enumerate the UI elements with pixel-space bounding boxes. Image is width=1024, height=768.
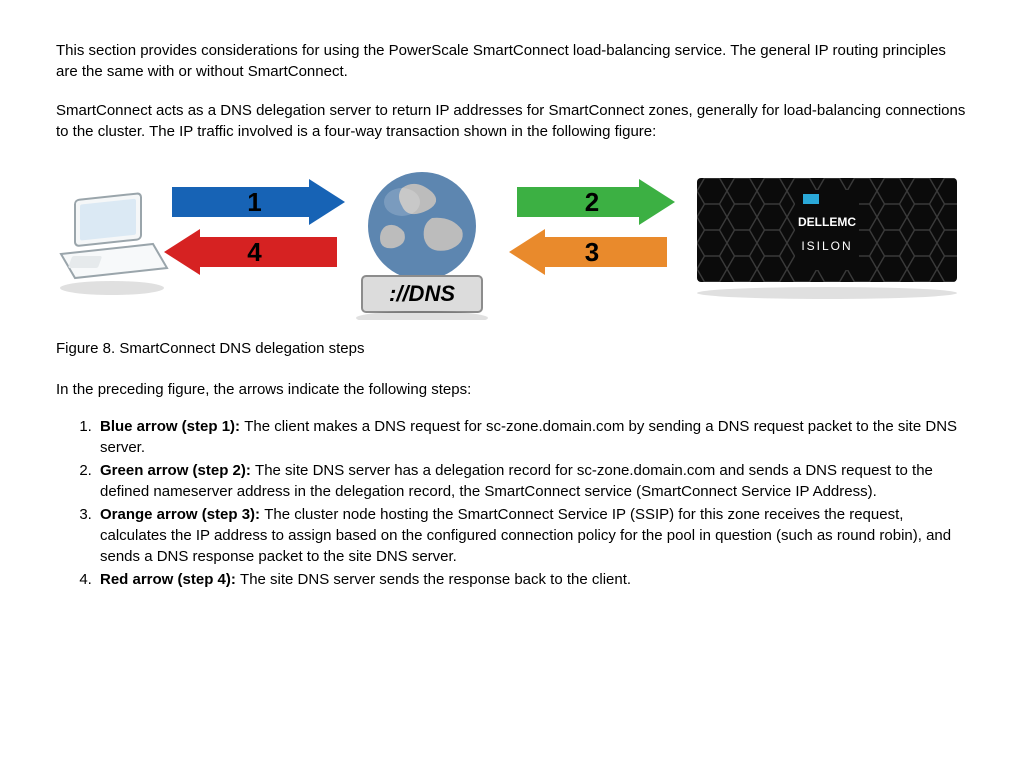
arrow-3-orange: 3 [509,229,667,275]
arrow-4-red: 4 [164,229,337,275]
step-3-label: Orange arrow (step 3): [100,506,264,523]
isilon-appliance-icon: DELLEMC ISILON [697,178,957,299]
arrow-1-blue: 1 [172,179,345,225]
figure-caption: Figure 8. SmartConnect DNS delegation st… [56,338,968,359]
svg-text:2: 2 [585,187,599,217]
intro-paragraph-2: SmartConnect acts as a DNS delegation se… [56,100,968,142]
dns-plate-label: ://DNS [389,281,455,306]
step-4-text: The site DNS server sends the response b… [240,571,631,588]
figure-svg: ://DNS DELLEMC ISILON 1 2 3 4 [57,160,967,320]
appliance-brand-bottom: ISILON [801,239,852,253]
intro-paragraph-1: This section provides considerations for… [56,40,968,82]
step-2-label: Green arrow (step 2): [100,462,255,479]
step-4-label: Red arrow (step 4): [100,571,240,588]
step-1-label: Blue arrow (step 1): [100,418,244,435]
steps-lead: In the preceding figure, the arrows indi… [56,379,968,400]
dns-globe-icon: ://DNS [356,172,488,320]
laptop-icon [60,193,167,295]
step-3: Orange arrow (step 3): The cluster node … [96,504,968,567]
step-2: Green arrow (step 2): The site DNS serve… [96,460,968,502]
step-1: Blue arrow (step 1): The client makes a … [96,416,968,458]
arrow-2-green: 2 [517,179,675,225]
appliance-brand-top: DELLEMC [798,215,856,229]
steps-list: Blue arrow (step 1): The client makes a … [56,416,968,590]
step-4: Red arrow (step 4): The site DNS server … [96,569,968,590]
svg-text:4: 4 [247,237,262,267]
svg-text:3: 3 [585,237,599,267]
svg-text:1: 1 [247,187,261,217]
dns-delegation-figure: ://DNS DELLEMC ISILON 1 2 3 4 [57,160,967,320]
